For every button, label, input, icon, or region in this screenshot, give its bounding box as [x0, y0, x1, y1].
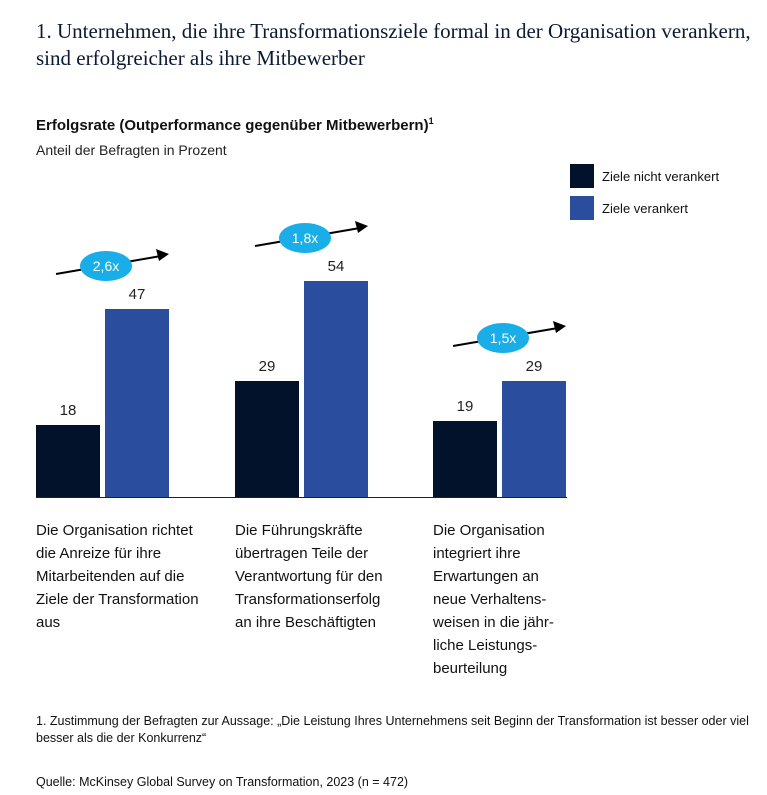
chart-title: Erfolgsrate (Outperformance gegenüber Mi… [36, 116, 434, 134]
multiplier-badge [477, 323, 529, 353]
bar-chart: 18 47 2,6x 29 54 1,8x 19 29 1,5x [36, 221, 567, 498]
arrow-head-icon [355, 221, 368, 233]
bar [36, 425, 100, 497]
category-label: Die Organisation richtet die Anreize für… [36, 522, 199, 631]
bar [105, 309, 169, 497]
data-label: 29 [259, 358, 276, 375]
multiplier-badge [279, 223, 331, 253]
multiplier-label: 2,6x [93, 258, 119, 274]
legend-label: Ziele nicht verankert [602, 168, 720, 184]
data-label: 18 [60, 402, 77, 419]
legend-label: Ziele verankert [602, 200, 688, 216]
chart-title-text: Erfolgsrate (Outperformance gegenüber Mi… [36, 117, 429, 134]
legend-item-verankert: Ziele verankert [570, 196, 688, 220]
multiplier-label: 1,5x [490, 330, 516, 346]
footnote-marker: 1 [428, 116, 434, 126]
legend-swatch [570, 164, 594, 188]
data-label: 54 [328, 258, 345, 275]
bar [235, 381, 299, 497]
data-label: 19 [457, 398, 474, 415]
multiplier-label: 1,8x [292, 230, 318, 246]
arrow-head-icon [156, 249, 169, 261]
legend-swatch [570, 196, 594, 220]
arrow-head-icon [553, 321, 566, 333]
footnote: 1. Zustimmung der Befragten zur Aussage:… [36, 714, 749, 745]
data-label: 47 [129, 286, 146, 303]
bar [502, 381, 566, 497]
category-label: Die Organisation integriert ihre Erwartu… [433, 522, 554, 677]
data-label: 29 [526, 358, 543, 375]
category-label: Die Führungskräfte übertragen Teile der … [235, 522, 383, 631]
source: Quelle: McKinsey Global Survey on Transf… [36, 775, 409, 789]
legend-item-nicht-verankert: Ziele nicht verankert [570, 164, 719, 188]
bar [433, 421, 497, 497]
page-title: 1. Unternehmen, die ihre Transformations… [36, 19, 751, 70]
bar [304, 281, 368, 497]
multiplier-badge [80, 251, 132, 281]
chart-subtitle: Anteil der Befragten in Prozent [36, 142, 227, 158]
